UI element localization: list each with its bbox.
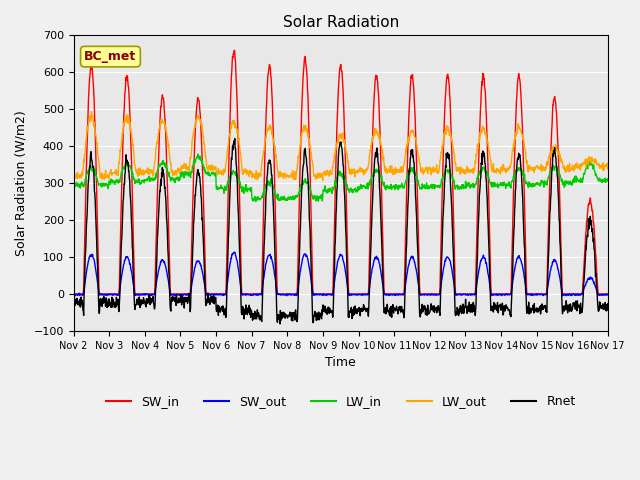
SW_in [175,291,183,297]
LW_out [424,167,432,172]
SW_out [189,277,196,283]
LW_out [249,170,257,176]
SW_in [604,291,612,297]
SW_out [604,292,612,298]
Rnet [70,299,77,304]
Line: LW_in: LW_in [74,154,608,202]
SW_out [541,292,548,298]
X-axis label: Time: Time [325,356,356,369]
LW_out [189,135,196,141]
Rnet [424,307,432,313]
SW_in [424,291,431,297]
Line: LW_out: LW_out [74,112,608,180]
Line: SW_in: SW_in [74,50,608,294]
Rnet [494,308,502,313]
LW_in [70,182,77,188]
SW_out [230,249,238,255]
LW_out [604,166,612,172]
LW_in [541,181,549,187]
Rnet [541,303,549,309]
LW_out [494,168,502,174]
Rnet [175,298,183,303]
LW_out [176,169,184,175]
LW_in [252,199,260,204]
LW_in [189,163,196,169]
Rnet [249,317,257,323]
SW_in [249,291,257,297]
LW_in [494,183,502,189]
Legend: SW_in, SW_out, LW_in, LW_out, Rnet: SW_in, SW_out, LW_in, LW_out, Rnet [100,390,580,413]
Text: BC_met: BC_met [84,50,136,63]
SW_out [175,292,183,298]
Y-axis label: Solar Radiation (W/m2): Solar Radiation (W/m2) [15,110,28,256]
Line: Rnet: Rnet [74,139,608,324]
SW_in [493,291,501,297]
SW_in [70,291,77,297]
Title: Solar Radiation: Solar Radiation [283,15,399,30]
Line: SW_out: SW_out [74,252,608,296]
LW_out [70,173,77,179]
SW_in [541,291,548,297]
Rnet [231,136,239,142]
SW_in [189,214,196,219]
LW_in [424,183,432,189]
LW_in [194,151,202,157]
SW_out [249,292,257,298]
LW_in [175,177,183,182]
Rnet [276,321,284,327]
SW_out [559,293,566,299]
SW_in [230,48,238,53]
SW_out [493,292,501,298]
Rnet [604,301,612,307]
LW_out [88,109,95,115]
LW_out [541,168,549,174]
SW_out [70,293,77,299]
LW_in [249,198,257,204]
LW_in [604,176,612,182]
LW_out [319,178,326,183]
Rnet [189,255,196,261]
SW_out [424,292,431,298]
